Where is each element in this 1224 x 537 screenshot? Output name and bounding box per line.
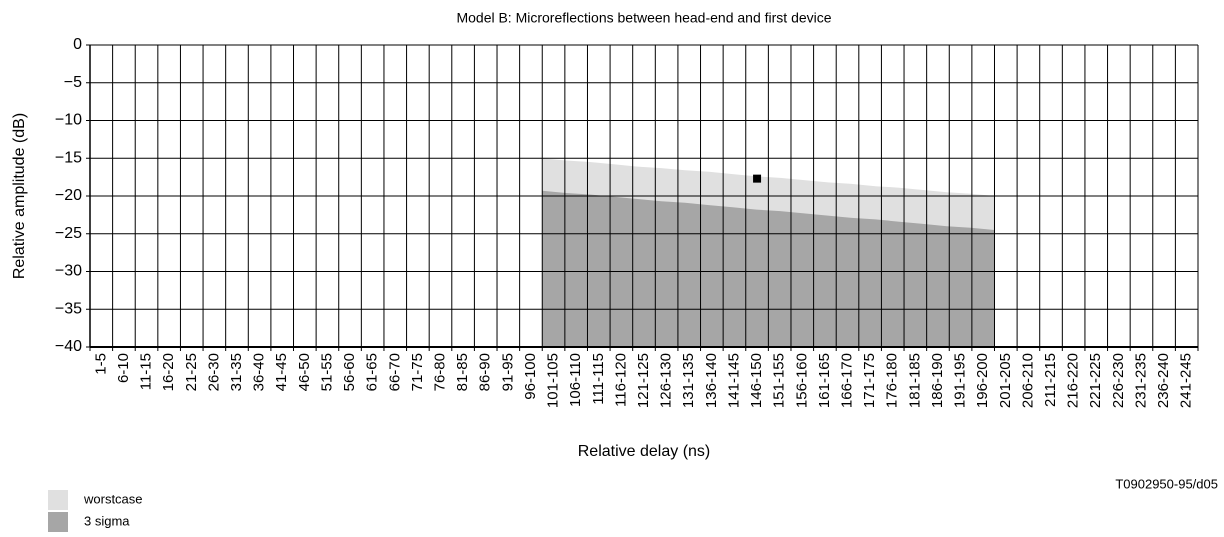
x-tick-label: 196-200 [974,353,991,408]
x-tick-label: 231-235 [1132,353,1149,408]
x-tick-label: 201-205 [997,353,1014,408]
legend-swatch [48,512,68,532]
x-tick-label: 76-80 [431,353,448,391]
x-tick-label: 146-150 [748,353,765,408]
x-tick-label: 41-45 [273,353,290,391]
x-tick-label: 36-40 [251,353,268,391]
x-tick-label: 166-170 [838,353,855,408]
x-tick-label: 66-70 [386,353,403,391]
x-tick-label: 11-15 [137,353,154,390]
x-tick-label: 111-115 [590,353,607,405]
x-axis-label: Relative delay (ns) [578,443,711,460]
x-tick-label: 241-245 [1178,353,1195,408]
x-tick-label: 136-140 [703,353,720,408]
x-tick-label: 151-155 [771,353,788,408]
y-tick-label: −10 [55,112,82,129]
y-tick-label: −30 [55,263,82,280]
x-tick-label: 161-165 [816,353,833,408]
x-tick-label: 216-220 [1065,353,1082,408]
x-tick-label: 56-60 [341,353,358,391]
x-tick-label: 226-230 [1110,353,1127,408]
x-tick-label: 176-180 [884,353,901,408]
y-tick-label: −15 [55,149,82,166]
y-tick-label: −5 [64,74,82,91]
x-tick-label: 86-90 [477,353,494,391]
legend-label: 3 sigma [84,513,130,528]
x-tick-label: 96-100 [522,353,539,400]
x-tick-label: 206-210 [1019,353,1036,408]
x-tick-label: 126-130 [658,353,675,408]
chart-title: Model B: Microreflections between head-e… [456,10,831,26]
x-tick-label: 61-65 [364,353,381,391]
note: T0902950-95/d05 [1115,476,1218,491]
y-tick-label: 0 [73,36,82,53]
x-tick-label: 26-30 [205,353,222,391]
x-tick-label: 191-195 [952,353,969,408]
legend-swatch [48,490,68,510]
x-tick-label: 51-55 [318,353,335,391]
x-tick-label: 1-5 [92,353,109,375]
x-tick-label: 171-175 [861,353,878,408]
x-tick-label: 186-190 [929,353,946,408]
x-tick-label: 71-75 [409,353,426,391]
x-tick-label: 116-120 [612,353,629,407]
y-tick-label: −35 [55,300,82,317]
x-tick-label: 31-35 [228,353,245,391]
y-tick-label: −40 [55,338,82,355]
x-tick-label: 236-240 [1155,353,1172,408]
y-tick-label: −25 [55,225,82,242]
x-tick-label: 211-215 [1042,353,1059,407]
y-tick-label: −20 [55,187,82,204]
x-tick-label: 221-225 [1087,353,1104,408]
x-tick-label: 21-25 [183,353,200,391]
x-tick-label: 91-95 [499,353,516,391]
x-tick-label: 6-10 [115,353,132,383]
x-tick-label: 16-20 [160,353,177,391]
x-tick-label: 156-160 [793,353,810,408]
x-tick-label: 106-110 [567,353,584,407]
y-axis-label: Relative amplitude (dB) [11,113,28,279]
legend-label: worstcase [83,491,143,506]
x-tick-label: 81-85 [454,353,471,391]
point-marker [753,174,762,183]
x-tick-label: 181-185 [906,353,923,408]
x-tick-label: 141-145 [725,353,742,408]
x-tick-label: 121-125 [635,353,652,408]
x-tick-label: 46-50 [296,353,313,391]
x-tick-label: 101-105 [545,353,562,408]
x-tick-label: 131-135 [680,353,697,408]
